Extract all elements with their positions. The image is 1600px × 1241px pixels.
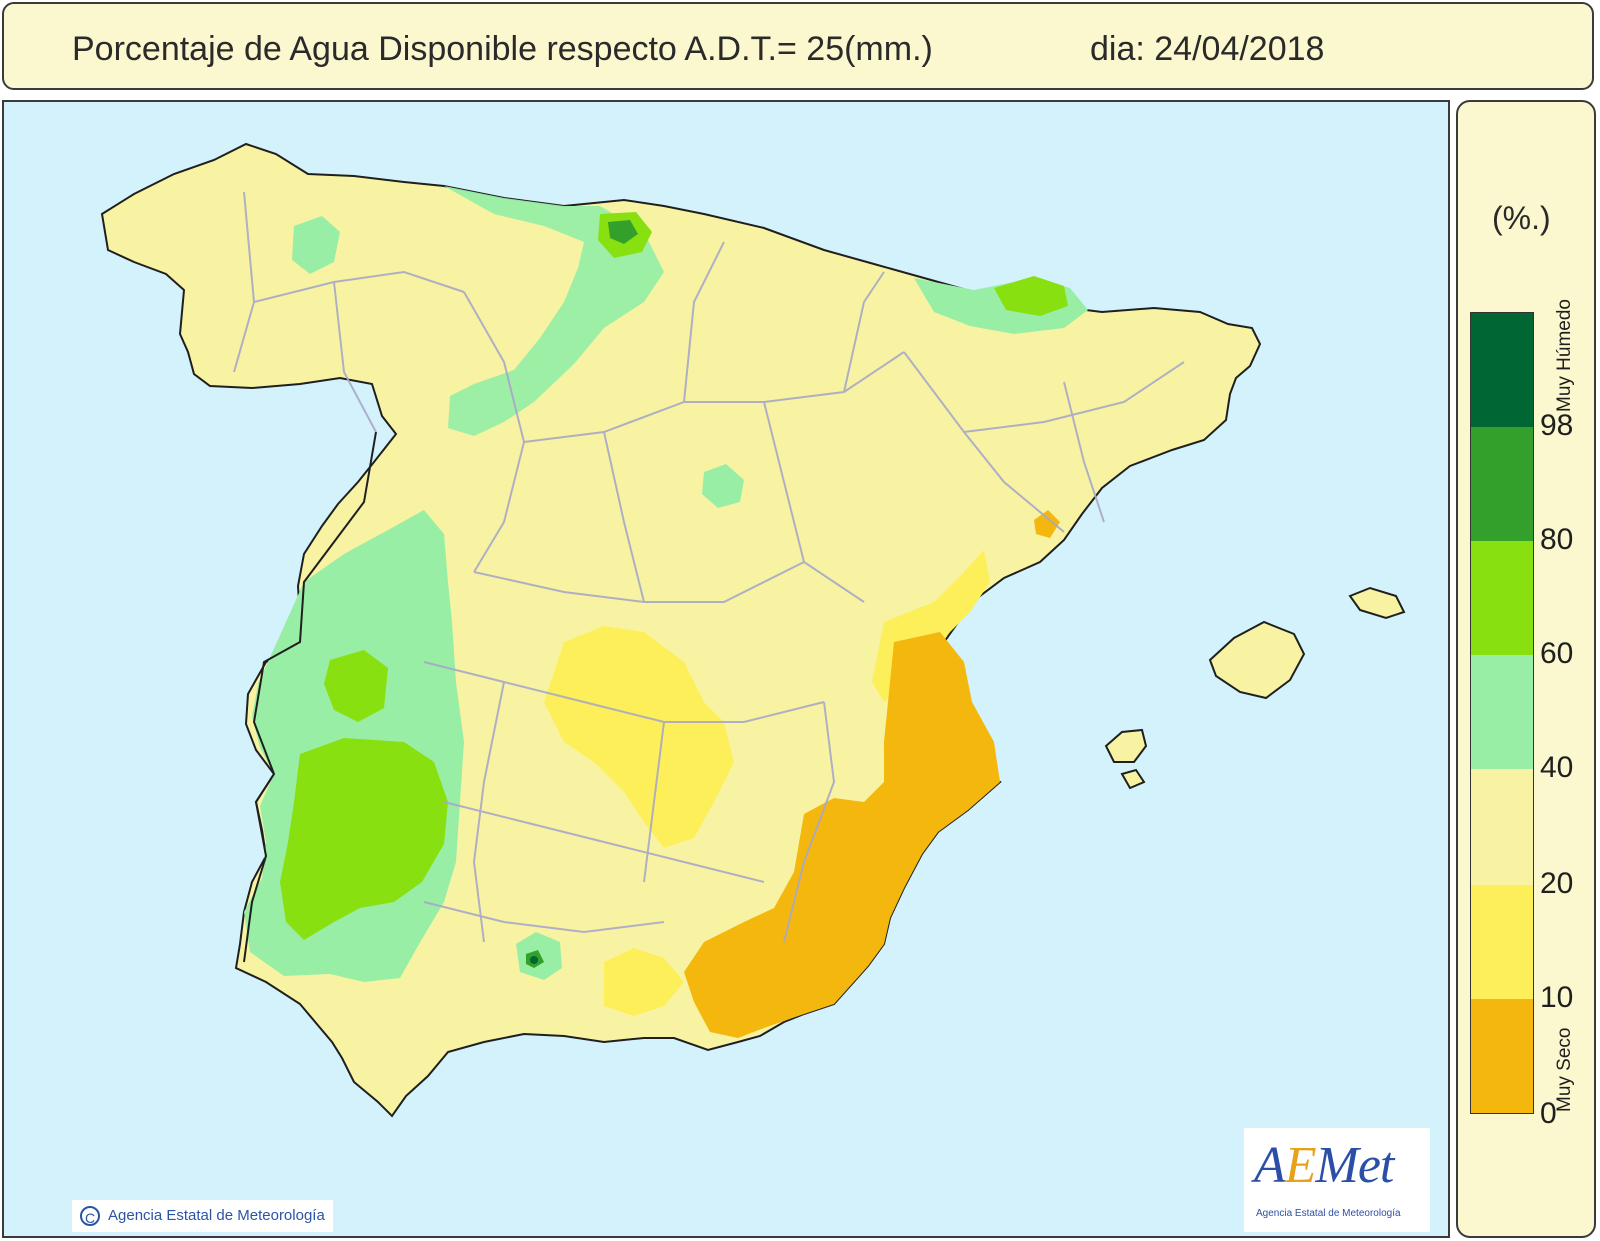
- legend-tick: 10: [1540, 981, 1574, 1014]
- copyright-icon: C: [80, 1206, 100, 1227]
- map-panel: C Agencia Estatal de Meteorología AEMet A…: [2, 100, 1450, 1238]
- legend-panel: (%.) Muy Húmedo Muy Seco 98 80 60 40 20 …: [1456, 100, 1596, 1238]
- legend-color-bar: [1470, 312, 1534, 1114]
- map-title: Porcentaje de Agua Disponible respecto A…: [72, 30, 933, 68]
- zone-humid-galicia: [292, 216, 340, 274]
- zone-dry-almeria: [604, 948, 684, 1016]
- zone-wet-navarra: [994, 276, 1068, 316]
- legend-swatch: [1471, 313, 1533, 427]
- aemet-logo: AEMet Agencia Estatal de Meteorología: [1244, 1128, 1430, 1232]
- legend-swatch: [1471, 541, 1533, 655]
- legend-tick: 40: [1540, 751, 1574, 784]
- zone-vdry-spot-castellon: [1034, 510, 1060, 538]
- legend-swatch: [1471, 999, 1533, 1113]
- copyright-notice: C Agencia Estatal de Meteorología: [72, 1200, 333, 1232]
- zone-vwet-cantabria: [608, 220, 638, 244]
- logo-subtitle: Agencia Estatal de Meteorología: [1256, 1208, 1401, 1219]
- legend-tick: 80: [1540, 523, 1574, 556]
- zone-max-jaen: [530, 956, 538, 964]
- portugal-border: [243, 431, 377, 963]
- province-borders: [233, 191, 1185, 943]
- legend-swatch: [1471, 769, 1533, 885]
- logo-wordmark: AEMet: [1254, 1137, 1394, 1194]
- legend-tick: 20: [1540, 867, 1574, 900]
- legend-tick: 60: [1540, 637, 1574, 670]
- legend-swatch: [1471, 427, 1533, 541]
- legend-swatch: [1471, 655, 1533, 769]
- zone-humid-center: [702, 464, 744, 508]
- legend-unit: (%.): [1492, 200, 1551, 236]
- menorca: [1348, 586, 1406, 620]
- ibiza: [1104, 728, 1148, 763]
- title-panel: Porcentaje de Agua Disponible respecto A…: [2, 2, 1594, 90]
- formentera: [1120, 768, 1146, 790]
- zone-wet-extremadura: [280, 738, 448, 940]
- zone-vdry-southeast: [684, 632, 1000, 1038]
- spain-map: [4, 102, 1448, 1236]
- map-date: dia: 24/04/2018: [1090, 30, 1325, 68]
- mallorca: [1208, 620, 1306, 700]
- legend-tick: 98: [1540, 409, 1574, 442]
- legend-top-label: Muy Húmedo: [1554, 299, 1575, 412]
- legend-tick: 0: [1540, 1097, 1557, 1130]
- legend-swatch: [1471, 885, 1533, 999]
- copyright-text: Agencia Estatal de Meteorología: [108, 1207, 325, 1224]
- legend-bottom-label: Muy Seco: [1554, 1027, 1575, 1112]
- zone-wet-badajoz: [324, 650, 388, 722]
- zone-dry-lamancha: [544, 626, 734, 848]
